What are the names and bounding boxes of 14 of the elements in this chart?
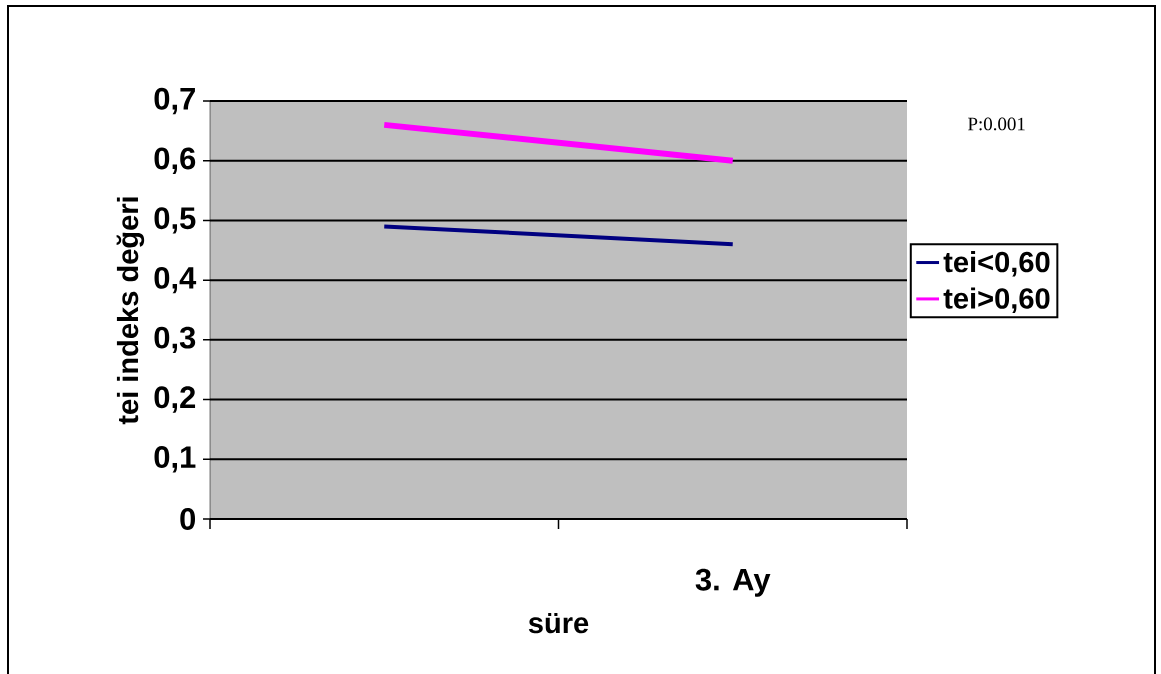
x-tick-label: 3. Ay — [695, 568, 771, 597]
y-axis-title: tei indeks değeri — [116, 197, 145, 425]
y-tick-label: 0,3 — [154, 326, 196, 354]
y-tick-label: 0,2 — [154, 386, 196, 413]
y-tick-label: 0,1 — [154, 446, 196, 473]
legend-label: tei<0,60 — [943, 251, 1050, 277]
text: P:0.001 — [968, 117, 1025, 131]
y-tick-label: 0,5 — [154, 207, 196, 234]
y-tick-label: 0,7 — [154, 87, 195, 115]
x-axis-title: süre — [528, 612, 589, 634]
y-tick-label: 0,6 — [154, 147, 196, 174]
y-tick-label: 0,4 — [154, 266, 197, 294]
legend-label: tei>0,60 — [943, 287, 1050, 313]
y-tick-label: 0 — [180, 508, 196, 530]
